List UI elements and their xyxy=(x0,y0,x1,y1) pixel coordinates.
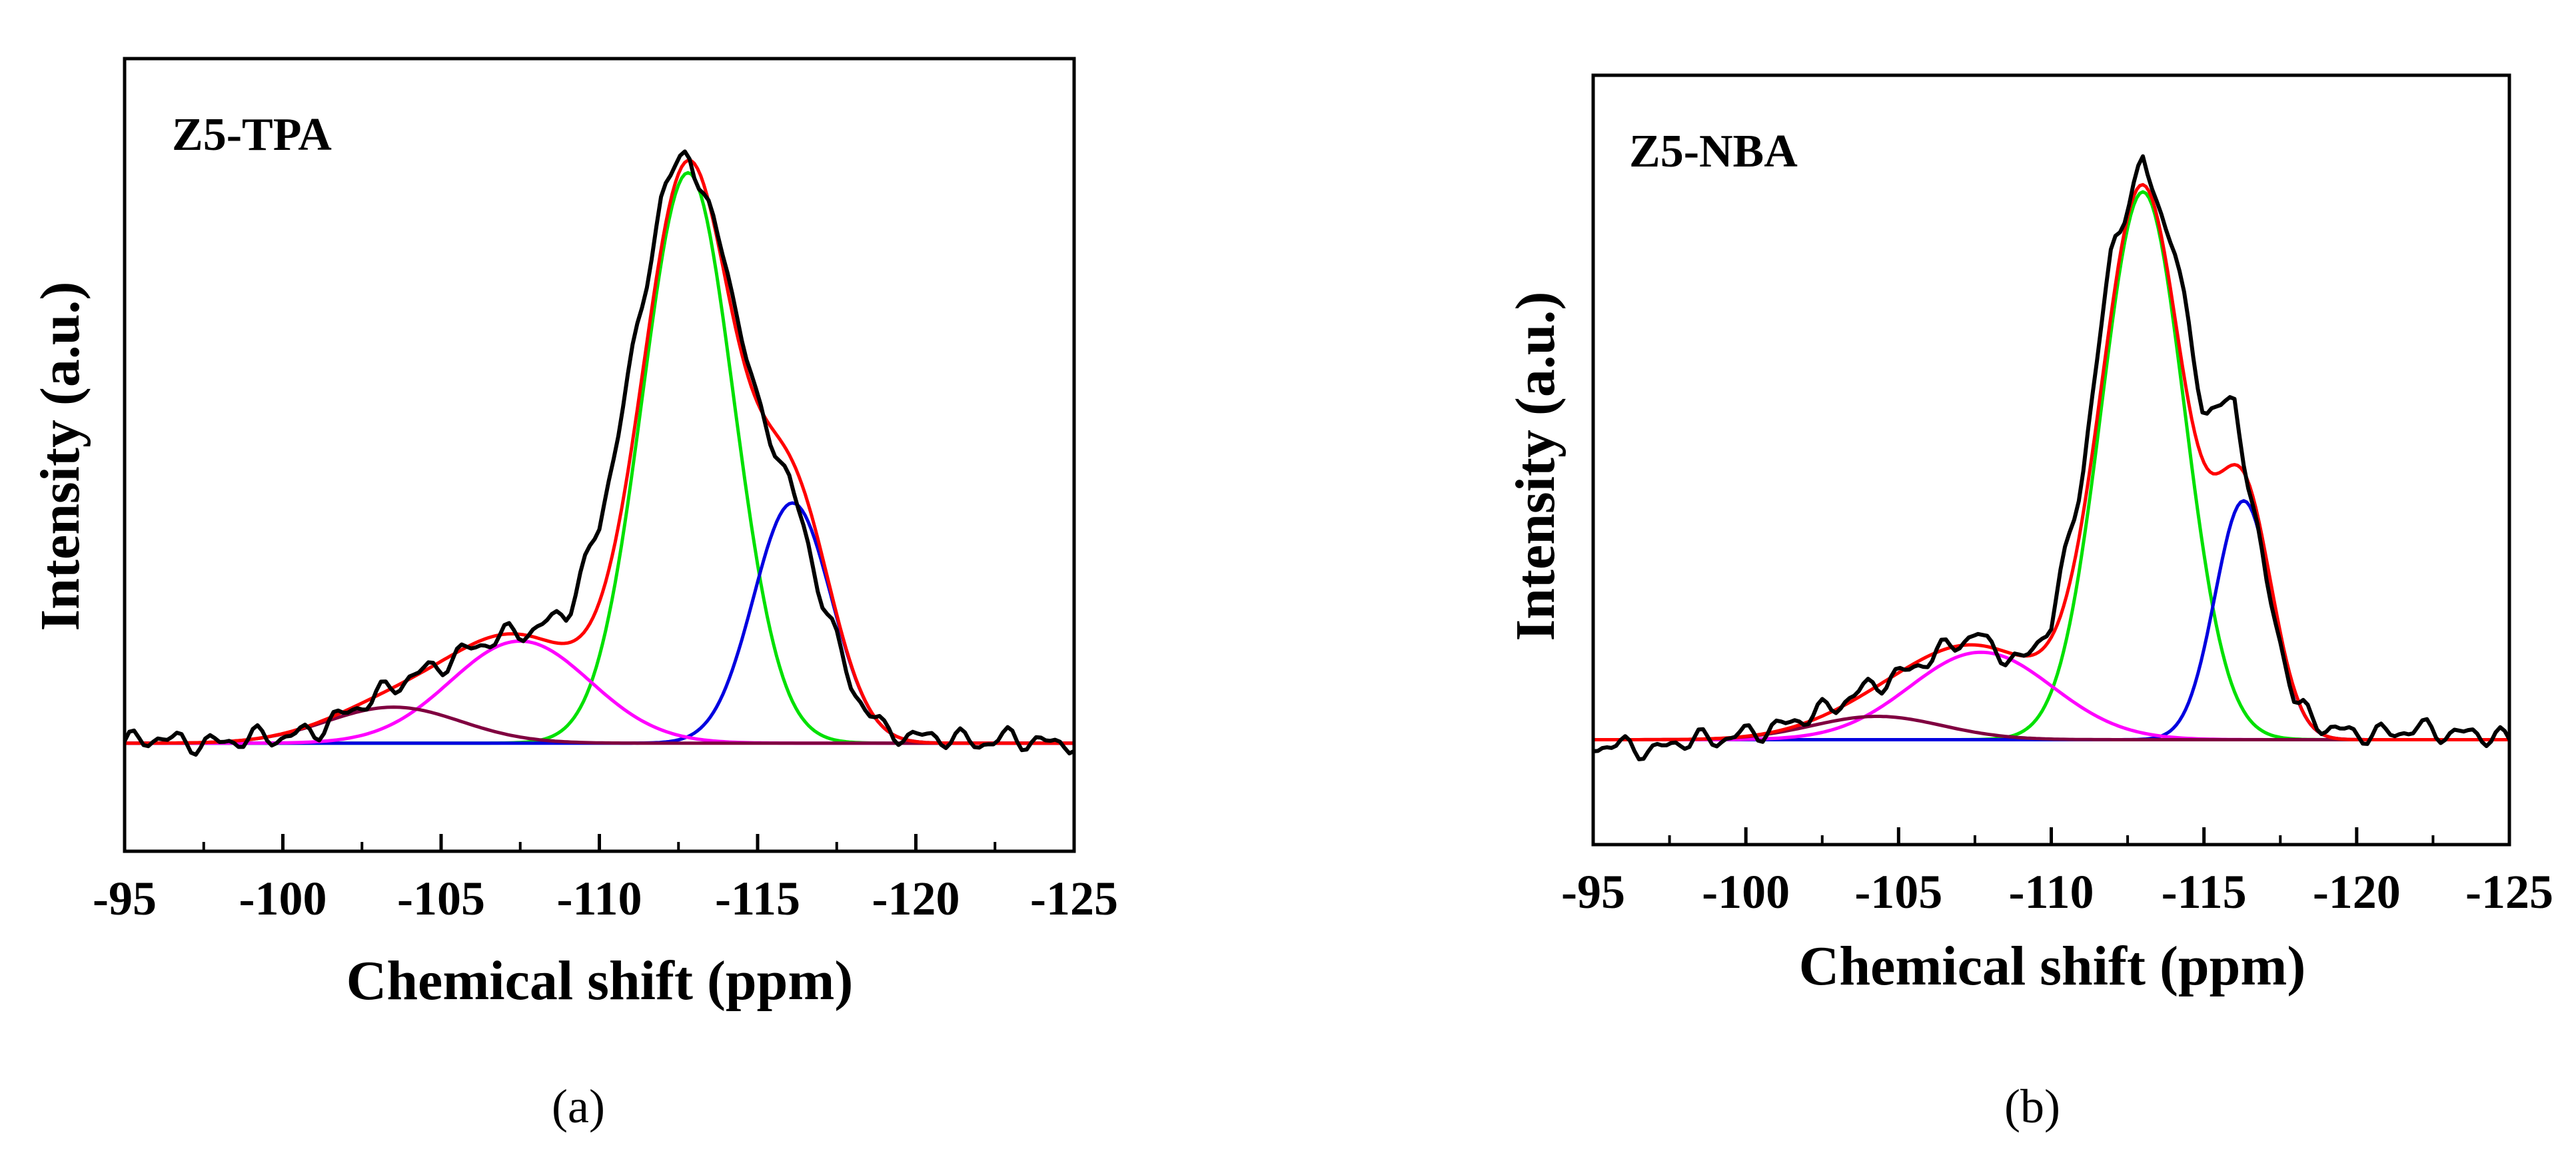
fit-curve xyxy=(125,159,1074,745)
x-tick-label: -110 xyxy=(556,872,642,925)
x-tick-label: -115 xyxy=(715,872,800,925)
x-axis-title-b: Chemical shift (ppm) xyxy=(1799,935,2306,997)
plot-frame-b xyxy=(1591,73,2511,847)
x-axis-ticks-a: -95 -100 -105 -110 -115 -120 -125 xyxy=(93,834,1118,925)
component-curve-1 xyxy=(1593,190,2509,741)
x-tick-label: -100 xyxy=(239,872,327,925)
experimental-spectrum xyxy=(1593,154,2511,761)
chart-panel-b: -95 -100 -105 -110 -115 -120 -125 Z5-NBA Chemi… xyxy=(1505,73,2553,1133)
x-tick-label: -100 xyxy=(1702,865,1790,919)
x-tick-label: -115 xyxy=(2162,865,2247,919)
x-axis-ticks-b: -95 -100 -105 -110 -115 -120 -125 xyxy=(1561,827,2553,919)
fit-curve xyxy=(1593,183,2509,741)
y-axis-title-a: Intensity (a.u.) xyxy=(29,281,91,631)
x-tick-label: -120 xyxy=(2313,865,2401,919)
x-tick-label: -125 xyxy=(2465,865,2553,919)
sample-label-b: Z5-NBA xyxy=(1629,126,1798,177)
panel-label-a: (a) xyxy=(552,1080,605,1133)
x-tick-label: -95 xyxy=(1561,865,1625,919)
x-tick-label: -120 xyxy=(872,872,960,925)
component-curve-1 xyxy=(125,171,1074,745)
x-tick-label: -110 xyxy=(2008,865,2094,919)
x-tick-label: -105 xyxy=(397,872,485,925)
x-axis-title-a: Chemical shift (ppm) xyxy=(346,950,854,1012)
component-curve-2 xyxy=(125,501,1074,745)
x-tick-label: -95 xyxy=(93,872,157,925)
chart-panel-a: -95 -100 -105 -110 -115 -120 -125 Z5-TPA Chemi… xyxy=(29,57,1118,1133)
sample-label-a: Z5-TPA xyxy=(172,109,332,161)
panel-label-b: (b) xyxy=(2004,1080,2060,1133)
y-axis-title-b: Intensity (a.u.) xyxy=(1505,291,1567,641)
x-tick-label: -125 xyxy=(1030,872,1118,925)
x-tick-label: -105 xyxy=(1854,865,1942,919)
experimental-spectrum xyxy=(123,149,1075,757)
plot-area-b xyxy=(1593,154,2511,761)
plot-area-a xyxy=(123,149,1075,757)
